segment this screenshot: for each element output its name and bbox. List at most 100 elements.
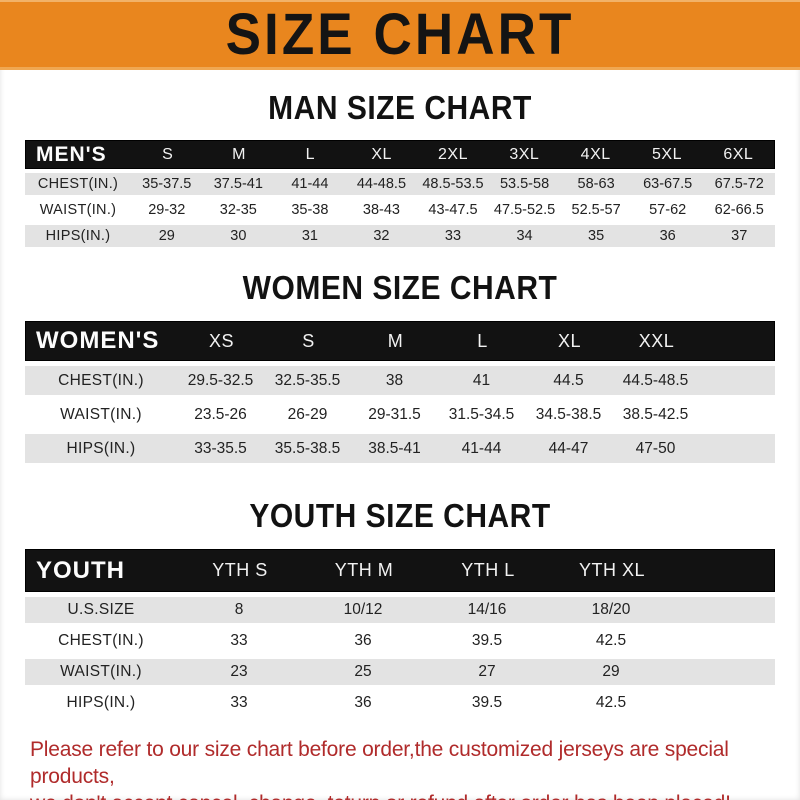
cell: 33-35.5 xyxy=(194,439,247,457)
row-label: WAIST(IN.) xyxy=(60,405,142,423)
cell: 14/16 xyxy=(467,601,507,618)
men-col-2xl: 2XL xyxy=(438,145,468,163)
row-label: HIPS(IN.) xyxy=(66,694,136,711)
cell: 41-44 xyxy=(291,176,329,192)
men-table-header-row: MEN'S S M L XL 2XL 3XL 4XL 5XL 6XL xyxy=(25,140,775,169)
cell: 33 xyxy=(230,694,248,711)
youth-table-title: YOUTH xyxy=(36,556,125,584)
men-col-s: S xyxy=(162,145,174,163)
footer-note: Please refer to our size chart before or… xyxy=(0,736,800,800)
row-label: HIPS(IN.) xyxy=(66,439,136,457)
cell: 39.5 xyxy=(471,694,503,711)
row-label: WAIST(IN.) xyxy=(60,663,142,680)
cell: 35.5-38.5 xyxy=(274,439,341,457)
cell: 32-35 xyxy=(219,202,257,218)
women-col-s: S xyxy=(302,330,315,351)
cell: 31 xyxy=(301,228,318,244)
women-waist-row: WAIST(IN.) 23.5-26 26-29 29-31.5 31.5-34… xyxy=(25,400,775,429)
row-label: HIPS(IN.) xyxy=(45,228,111,244)
youth-col-s: YTH S xyxy=(212,560,268,580)
women-hips-row: HIPS(IN.) 33-35.5 35.5-38.5 38.5-41 41-4… xyxy=(25,434,775,463)
cell: 32 xyxy=(373,228,390,244)
women-table: WOMEN'S XS S M L XL XXL CHEST(IN.) 29.5-… xyxy=(25,321,775,463)
cell: 23.5-26 xyxy=(194,405,247,423)
cell: 67.5-72 xyxy=(714,176,764,192)
youth-chest-row: CHEST(IN.) 33 36 39.5 42.5 xyxy=(25,628,775,654)
cell: 29 xyxy=(602,663,620,680)
cell: 44-47 xyxy=(548,439,589,457)
row-label: WAIST(IN.) xyxy=(39,202,117,218)
men-col-5xl: 5XL xyxy=(652,145,682,163)
cell: 43-47.5 xyxy=(428,202,478,218)
cell: 38 xyxy=(385,371,404,389)
men-waist-row: WAIST(IN.) 29-32 32-35 35-38 38-43 43-47… xyxy=(25,199,775,221)
cell: 35-38 xyxy=(291,202,329,218)
cell: 37.5-41 xyxy=(213,176,263,192)
row-label: CHEST(IN.) xyxy=(37,176,119,192)
women-col-xs: XS xyxy=(208,330,234,351)
cell: 18/20 xyxy=(591,601,631,618)
cell: 33 xyxy=(444,228,462,244)
women-chest-row: CHEST(IN.) 29.5-32.5 32.5-35.5 38 41 44.… xyxy=(25,366,775,395)
cell: 25 xyxy=(354,663,372,680)
cell: 23 xyxy=(230,663,248,680)
cell: 30 xyxy=(230,228,247,244)
men-col-xl: XL xyxy=(371,145,392,163)
cell: 38-43 xyxy=(362,202,400,218)
cell: 36 xyxy=(659,228,676,244)
row-label: U.S.SIZE xyxy=(67,601,135,618)
cell: 44.5-48.5 xyxy=(622,371,689,389)
cell: 53.5-58 xyxy=(499,176,550,192)
cell: 35-37.5 xyxy=(142,176,192,192)
row-label: CHEST(IN.) xyxy=(58,371,144,389)
men-hips-row: HIPS(IN.) 29 30 31 32 33 34 35 36 37 xyxy=(25,225,775,247)
youth-col-xl: YTH XL xyxy=(578,560,646,580)
cell: 36 xyxy=(354,694,372,711)
cell: 36 xyxy=(354,632,372,649)
men-chest-row: CHEST(IN.) 35-37.5 37.5-41 41-44 44-48.5… xyxy=(25,173,775,195)
women-heading: WOMEN SIZE CHART xyxy=(242,269,558,307)
cell: 35 xyxy=(588,228,605,244)
page-title: SIZE CHART xyxy=(225,2,575,67)
cell: 10/12 xyxy=(343,601,383,618)
note-line-1: Please refer to our size chart before or… xyxy=(30,738,729,788)
men-col-m: M xyxy=(232,145,246,163)
youth-section: YOUTH SIZE CHART YOUTH YTH S YTH M YTH L… xyxy=(0,498,800,716)
men-col-l: L xyxy=(305,145,316,163)
cell: 29-32 xyxy=(148,202,186,218)
cell: 31.5-34.5 xyxy=(448,405,515,423)
row-label: CHEST(IN.) xyxy=(58,632,144,649)
women-table-title: WOMEN'S xyxy=(36,327,160,354)
cell: 8 xyxy=(234,601,244,618)
men-table-title: MEN'S xyxy=(36,142,107,166)
cell: 26-29 xyxy=(287,405,328,423)
cell: 29 xyxy=(158,228,175,244)
cell: 44-48.5 xyxy=(356,176,407,192)
cell: 34 xyxy=(516,228,533,244)
cell: 58-63 xyxy=(577,176,615,192)
women-table-header-row: WOMEN'S XS S M L XL XXL xyxy=(25,321,775,361)
cell: 29-31.5 xyxy=(368,405,421,423)
cell: 52.5-57 xyxy=(571,202,621,218)
cell: 39.5 xyxy=(471,632,503,649)
banner: SIZE CHART xyxy=(0,0,800,70)
men-table: MEN'S S M L XL 2XL 3XL 4XL 5XL 6XL CHEST… xyxy=(25,140,775,247)
cell: 48.5-53.5 xyxy=(422,176,484,192)
cell: 47.5-52.5 xyxy=(493,202,556,218)
cell: 34.5-38.5 xyxy=(535,405,602,423)
note-line-2: we don't accept cancel, change, teturn o… xyxy=(30,790,800,800)
cell: 41-44 xyxy=(461,439,502,457)
cell: 37 xyxy=(731,228,748,244)
men-section: MAN SIZE CHART MEN'S S M L XL 2XL 3XL 4X… xyxy=(0,89,800,247)
cell: 38.5-42.5 xyxy=(622,405,689,423)
cell: 41 xyxy=(472,371,491,389)
cell: 62-66.5 xyxy=(714,202,764,218)
youth-col-m: YTH M xyxy=(334,560,394,580)
youth-col-l: YTH L xyxy=(461,560,515,580)
cell: 32.5-35.5 xyxy=(274,371,341,389)
men-col-3xl: 3XL xyxy=(509,145,540,163)
youth-table-header-row: YOUTH YTH S YTH M YTH L YTH XL xyxy=(25,549,775,592)
men-heading: MAN SIZE CHART xyxy=(268,89,532,127)
cell: 63-67.5 xyxy=(643,176,693,192)
youth-ussize-row: U.S.SIZE 8 10/12 14/16 18/20 xyxy=(25,597,775,623)
